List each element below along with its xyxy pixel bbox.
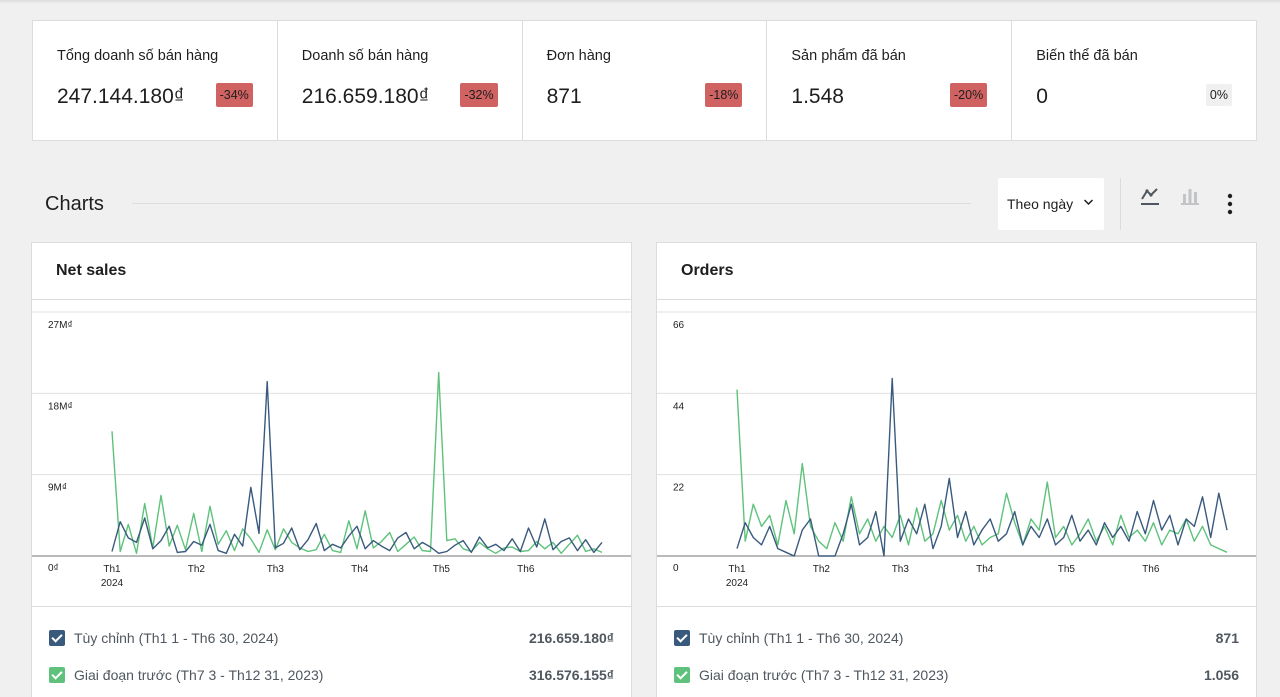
x-tick-label: Th3 <box>267 564 285 575</box>
summary-tile-delta-badge: -32% <box>460 83 498 107</box>
line-chart-icon[interactable] <box>1138 184 1162 208</box>
summary-tile-orders[interactable]: Đơn hàng 871 -18% <box>523 21 768 140</box>
summary-tile-label: Tổng doanh số bán hàng <box>57 48 219 64</box>
y-tick-label: 66 <box>673 320 685 331</box>
summary-tile-value: 0 <box>1036 85 1048 108</box>
y-tick-label: 0 <box>673 563 679 574</box>
legend-item-label: Tùy chỉnh (Th1 1 - Th6 30, 2024) <box>699 630 904 646</box>
series-line-current <box>736 377 1228 557</box>
legend-item-total: 216.659.180₫ <box>528 630 614 646</box>
chart-card-title: Orders <box>681 262 734 279</box>
series-line-previous <box>736 389 1228 553</box>
summary-tile-label: Đơn hàng <box>546 48 611 64</box>
x-tick-label: Th4 <box>351 564 369 575</box>
orders-line-chart: 0 22 44 66 Th1 Th2 Th3 Th4 Th5 Th6 2024 <box>657 311 1256 589</box>
legend-item-label: Giai đoạn trước (Th7 3 - Th12 31, 2023) <box>74 667 324 683</box>
y-tick-label: 44 <box>673 401 685 412</box>
legend-item-current-period[interactable]: Tùy chỉnh (Th1 1 - Th6 30, 2024) 871 <box>674 626 1239 650</box>
summary-tile-delta-badge: -18% <box>705 83 743 107</box>
x-tick-label: Th5 <box>1058 564 1076 575</box>
card-divider <box>657 606 1256 607</box>
x-tick-label: Th1 <box>728 564 746 575</box>
chart-card-title: Net sales <box>56 262 127 279</box>
x-year-label: 2024 <box>726 578 749 589</box>
summary-tile-value: 1.548 <box>791 85 844 108</box>
checkbox-checked-icon[interactable] <box>49 630 65 646</box>
chevron-down-icon <box>1083 197 1094 209</box>
summary-tile-value: 871 <box>546 85 582 108</box>
legend-item-previous-period[interactable]: Giai đoạn trước (Th7 3 - Th12 31, 2023) … <box>49 663 614 687</box>
net-sales-chart-card: Net sales 0₫ 9M₫ 18M₫ 27M₫ Th1 Th2 Th3 Th4 Th5 Th… <box>31 242 632 697</box>
card-divider <box>32 299 631 300</box>
y-tick-label: 22 <box>673 483 685 494</box>
summary-tile-delta-badge: 0% <box>1205 84 1232 106</box>
top-edge-shadow <box>0 0 1280 4</box>
x-tick-label: Th6 <box>1142 564 1160 575</box>
summary-tile-net-sales[interactable]: Doanh số bán hàng 216.659.180₫ -32% <box>278 21 523 140</box>
section-divider <box>132 203 971 204</box>
interval-select-value: Theo ngày <box>1007 196 1074 212</box>
x-tick-label: Th1 <box>103 564 121 575</box>
y-tick-label: 18M₫ <box>48 401 73 412</box>
charts-section-header: Charts Theo ngày <box>32 178 1257 230</box>
x-tick-label: Th4 <box>976 564 994 575</box>
legend-item-total: 1.056 <box>1203 667 1239 683</box>
net-sales-line-chart: 0₫ 9M₫ 18M₫ 27M₫ Th1 Th2 Th3 Th4 Th5 Th6 2024 <box>32 311 631 589</box>
series-line-current <box>111 380 603 555</box>
legend-item-label: Giai đoạn trước (Th7 3 - Th12 31, 2023) <box>699 667 949 683</box>
charts-section-title: Charts <box>45 193 104 215</box>
y-tick-label: 0₫ <box>48 563 59 574</box>
summary-tile-delta-badge: -20% <box>950 83 988 107</box>
legend-item-total: 316.576.155₫ <box>528 667 614 683</box>
checkbox-checked-icon[interactable] <box>674 630 690 646</box>
card-divider <box>32 606 631 607</box>
checkbox-checked-icon[interactable] <box>49 667 65 683</box>
toolbar-divider <box>1120 178 1121 230</box>
summary-tile-label: Biến thể đã bán <box>1036 48 1138 64</box>
orders-chart-card: Orders 0 22 44 66 Th1 Th2 Th3 Th4 Th5 Th6 2024 Tùy… <box>656 242 1257 697</box>
x-year-label: 2024 <box>101 578 124 589</box>
summary-tile-label: Doanh số bán hàng <box>301 48 429 64</box>
summary-tile-total-sales[interactable]: Tổng doanh số bán hàng 247.144.180₫ -34% <box>33 21 278 140</box>
more-vertical-icon[interactable] <box>1218 192 1242 216</box>
x-tick-label: Th2 <box>813 564 831 575</box>
checkbox-checked-icon[interactable] <box>674 667 690 683</box>
x-tick-label: Th2 <box>188 564 206 575</box>
summary-performance-indicators: Tổng doanh số bán hàng 247.144.180₫ -34%… <box>32 20 1257 141</box>
bar-chart-icon[interactable] <box>1178 184 1202 208</box>
x-tick-label: Th3 <box>892 564 910 575</box>
x-tick-label: Th6 <box>517 564 535 575</box>
summary-tile-variations-sold[interactable]: Biến thể đã bán 0 0% <box>1012 21 1256 140</box>
y-tick-label: 27M₫ <box>48 320 73 331</box>
summary-tile-value: 216.659.180₫ <box>301 85 430 108</box>
summary-tile-products-sold[interactable]: Sản phẩm đã bán 1.548 -20% <box>767 21 1013 140</box>
summary-tile-delta-badge: -34% <box>215 83 253 107</box>
summary-tile-value: 247.144.180₫ <box>57 85 185 108</box>
y-tick-label: 9M₫ <box>48 483 67 494</box>
x-tick-label: Th5 <box>433 564 451 575</box>
legend-item-current-period[interactable]: Tùy chỉnh (Th1 1 - Th6 30, 2024) 216.659… <box>49 626 614 650</box>
interval-select[interactable]: Theo ngày <box>998 178 1104 230</box>
legend-item-label: Tùy chỉnh (Th1 1 - Th6 30, 2024) <box>74 630 279 646</box>
legend-item-previous-period[interactable]: Giai đoạn trước (Th7 3 - Th12 31, 2023) … <box>674 663 1239 687</box>
summary-tile-label: Sản phẩm đã bán <box>791 48 906 64</box>
legend-item-total: 871 <box>1215 630 1239 646</box>
card-divider <box>657 299 1256 300</box>
